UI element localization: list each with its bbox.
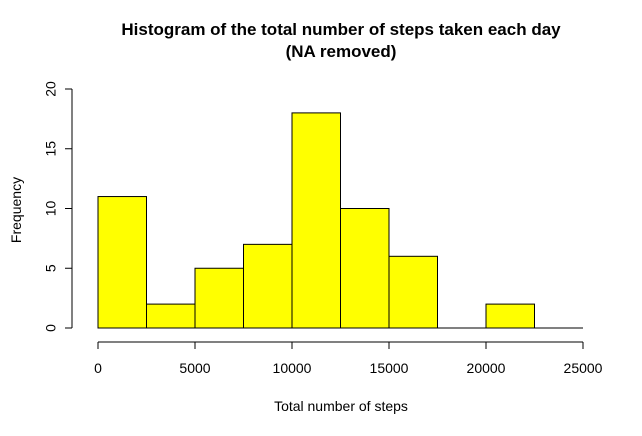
y-tick-label: 5	[43, 264, 59, 272]
x-tick-label: 10000	[273, 360, 312, 376]
x-tick-label: 25000	[564, 360, 603, 376]
histogram-bar	[291, 112, 341, 329]
x-tick-label: 0	[94, 360, 102, 376]
x-tick-label: 15000	[370, 360, 409, 376]
histogram-bar	[485, 303, 535, 329]
histogram-bar	[97, 196, 147, 329]
x-tick-label: 5000	[179, 360, 210, 376]
y-tick-label: 15	[43, 141, 59, 157]
chart-title: Histogram of the total number of steps t…	[121, 20, 561, 39]
histogram-bar	[194, 267, 244, 329]
y-tick-label: 20	[43, 81, 59, 97]
histogram-bar	[388, 255, 438, 329]
y-axis-label: Frequency	[8, 176, 24, 244]
histogram-bar	[146, 303, 196, 329]
histogram-bar	[243, 243, 293, 329]
y-tick-label: 10	[43, 201, 59, 217]
x-tick-label: 20000	[467, 360, 506, 376]
y-tick-label: 0	[43, 324, 59, 332]
histogram-bar	[340, 208, 390, 329]
chart-subtitle: (NA removed)	[285, 42, 397, 61]
x-axis-label: Total number of steps	[274, 398, 408, 414]
